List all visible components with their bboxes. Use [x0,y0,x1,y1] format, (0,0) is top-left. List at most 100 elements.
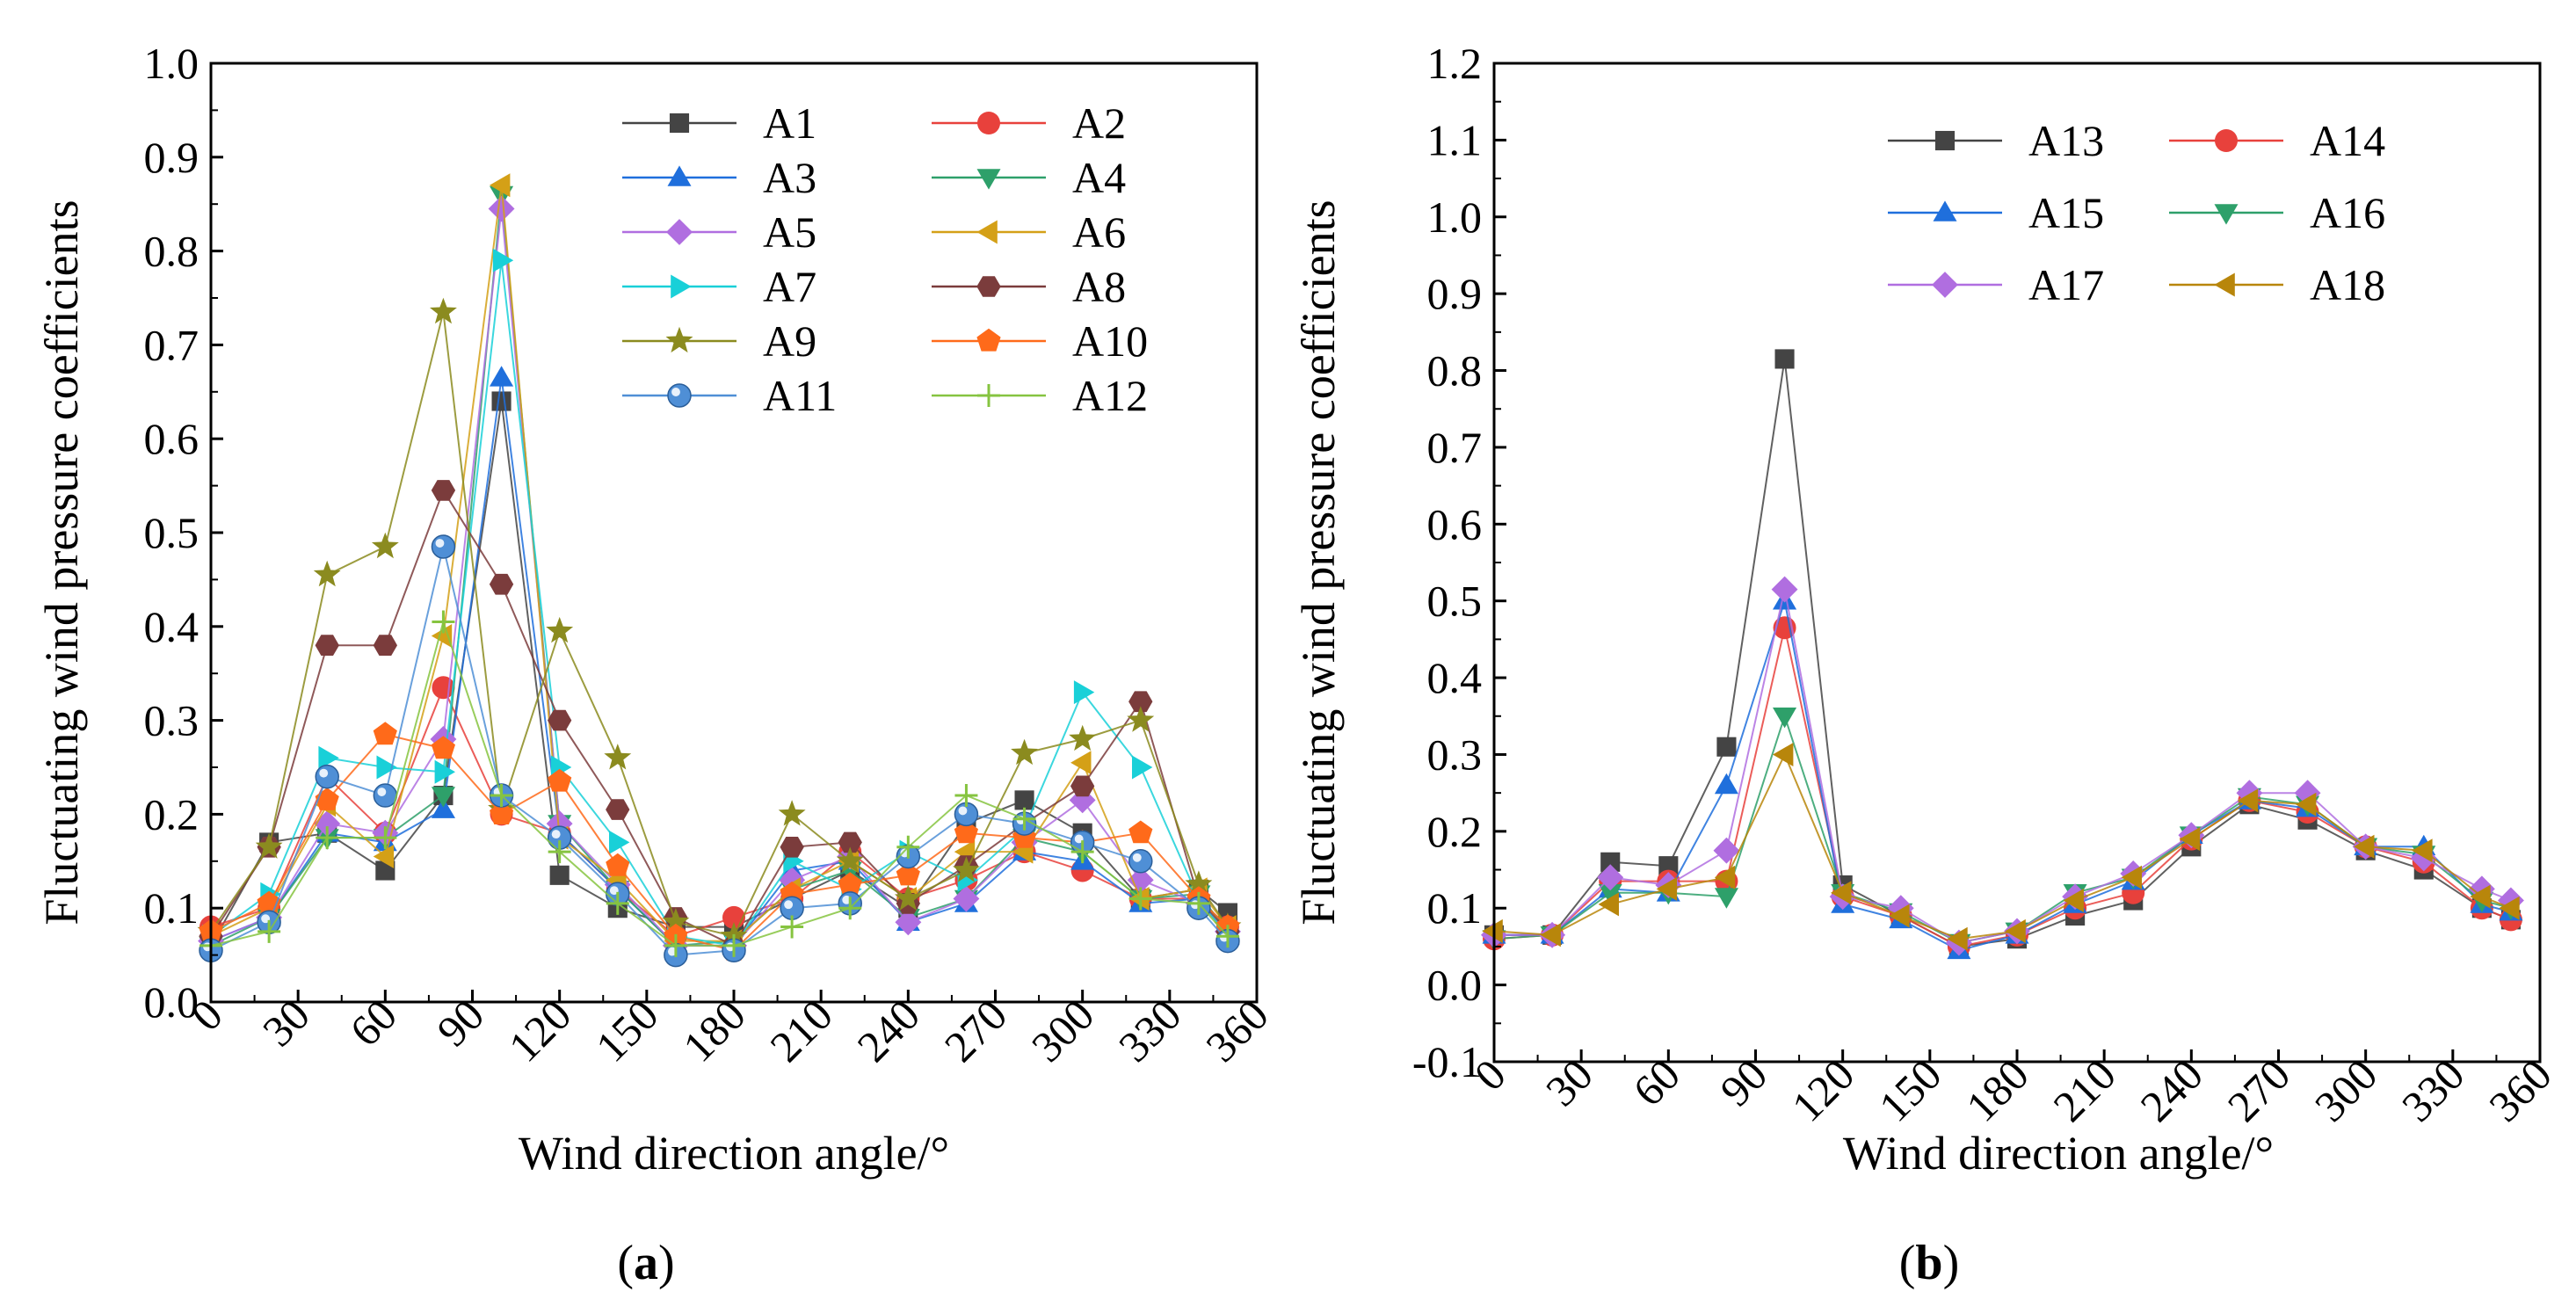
legend-item-A10: A10 [932,316,1148,366]
legend-item-A14: A14 [2169,116,2385,165]
data-point-A12 [374,826,397,850]
data-point-A7 [1132,755,1153,780]
data-point-A3 [490,366,514,387]
y-tick-label: 0.9 [144,133,200,182]
sphere-highlight [784,900,794,910]
plot-lines-a [197,173,1242,968]
y-tick-label: 1.1 [1427,115,1483,164]
legend-item-A5: A5 [622,207,816,257]
data-point-A13 [1716,737,1737,757]
data-point-A7 [1073,680,1095,705]
chart-panel-a: 0.00.10.20.30.40.50.60.70.80.91.00 30 60 90… [35,39,1278,1290]
series-A11 [199,534,1240,968]
data-point-A7 [609,830,630,854]
data-point-A16 [1773,708,1797,729]
legend-marker-A11 [667,383,692,408]
legend-label: A10 [1072,316,1148,366]
legend-label: A14 [2310,116,2385,165]
sphere-highlight [667,947,677,956]
series-line-A14 [1493,628,2512,947]
y-axis-label-b: Fluctuating wind pressure coefficients [1292,200,1345,925]
sphere-highlight [900,848,910,858]
legend-item-A13: A13 [1888,116,2104,165]
data-point-A5 [953,885,980,912]
legend-item-A17: A17 [1888,260,2104,309]
y-tick-label: 0.3 [1427,730,1483,779]
legend-item-A1: A1 [622,98,816,148]
data-point-A8 [315,635,339,656]
data-point-A9 [1185,870,1213,897]
data-point-A9 [836,846,864,873]
sphere-highlight [609,886,619,896]
legend-item-A18: A18 [2169,260,2385,309]
data-point-A12 [1070,840,1094,864]
data-point-A12 [954,784,978,808]
data-point-A7 [376,755,397,780]
series-A14 [1483,616,2522,958]
legend-item-A11: A11 [622,371,837,420]
legend-label: A17 [2028,260,2104,309]
data-point-A9 [662,908,690,934]
data-point-A12 [1128,887,1152,911]
legend-item-A3: A3 [622,153,816,202]
legend-label: A2 [1072,98,1126,148]
panel-letter-b: b [1915,1236,1942,1290]
y-tick-label: 0.0 [1427,961,1483,1010]
data-point-A9 [546,616,574,643]
data-point-A8 [838,831,862,853]
data-point-A12 [316,826,339,850]
data-point-A18 [1773,743,1794,766]
data-point-A12 [490,784,513,808]
y-tick-label: 0.0 [144,977,200,1027]
data-point-A12 [432,610,455,634]
axis-ticks-b: -0.1 0.0 0.1 0.2 0.3 0.4 0.5 0.6 0.7 0.8 0.9 1.0 1.1… [1412,39,2561,1131]
legend-label: A12 [1072,371,1148,420]
legend-label: A16 [2310,188,2385,237]
legend-marker-A10 [976,328,1001,352]
legend-label: A4 [1072,153,1126,202]
legend-marker-A5 [666,219,693,245]
legend-item-A6: A6 [932,207,1126,257]
legend-item-A8: A8 [932,262,1126,311]
y-tick-label: 0.4 [144,602,200,651]
data-point-A9 [255,832,283,859]
series-A18 [1482,743,2520,951]
legend-item-A15: A15 [1888,188,2104,237]
legend-marker-A18 [2214,272,2235,297]
legend-marker-A6 [976,220,998,244]
legend-label: A9 [763,316,816,366]
legend-item-A7: A7 [622,262,816,311]
data-point-A18 [2121,865,2142,889]
y-tick-label: 0.1 [144,883,200,933]
sphere-highlight [319,768,329,778]
data-point-A18 [1947,926,1968,951]
data-point-A9 [313,560,341,587]
sphere-highlight [551,830,561,839]
legend-label: A6 [1072,207,1126,257]
legend-label: A8 [1072,262,1126,311]
data-point-A18 [2354,834,2375,859]
data-point-A9 [1127,706,1155,732]
data-point-A18 [2470,884,2491,909]
data-point-A18 [2499,896,2520,920]
series-line-A11 [210,546,1229,956]
data-point-A12 [780,915,804,939]
y-tick-label: 0.5 [1427,577,1483,626]
sphere-highlight [1132,853,1142,862]
data-point-A17 [1597,864,1624,891]
data-point-A6 [1070,751,1092,775]
y-tick-label: 0.9 [1427,269,1483,318]
legend-item-A4: A4 [932,153,1126,202]
data-point-A4 [431,787,455,808]
data-point-A17 [1771,576,1798,603]
series-line-A3 [210,377,1229,947]
sphere-highlight [671,388,680,396]
legend-marker-A13 [1934,130,1956,151]
data-point-A11 [373,783,398,808]
legend-label: A7 [763,262,816,311]
data-point-A10 [838,872,862,896]
legend-item-A12: A12 [932,371,1148,420]
data-point-A18 [1889,904,1910,928]
sphere-highlight [1074,834,1084,844]
data-point-A12 [606,891,629,915]
